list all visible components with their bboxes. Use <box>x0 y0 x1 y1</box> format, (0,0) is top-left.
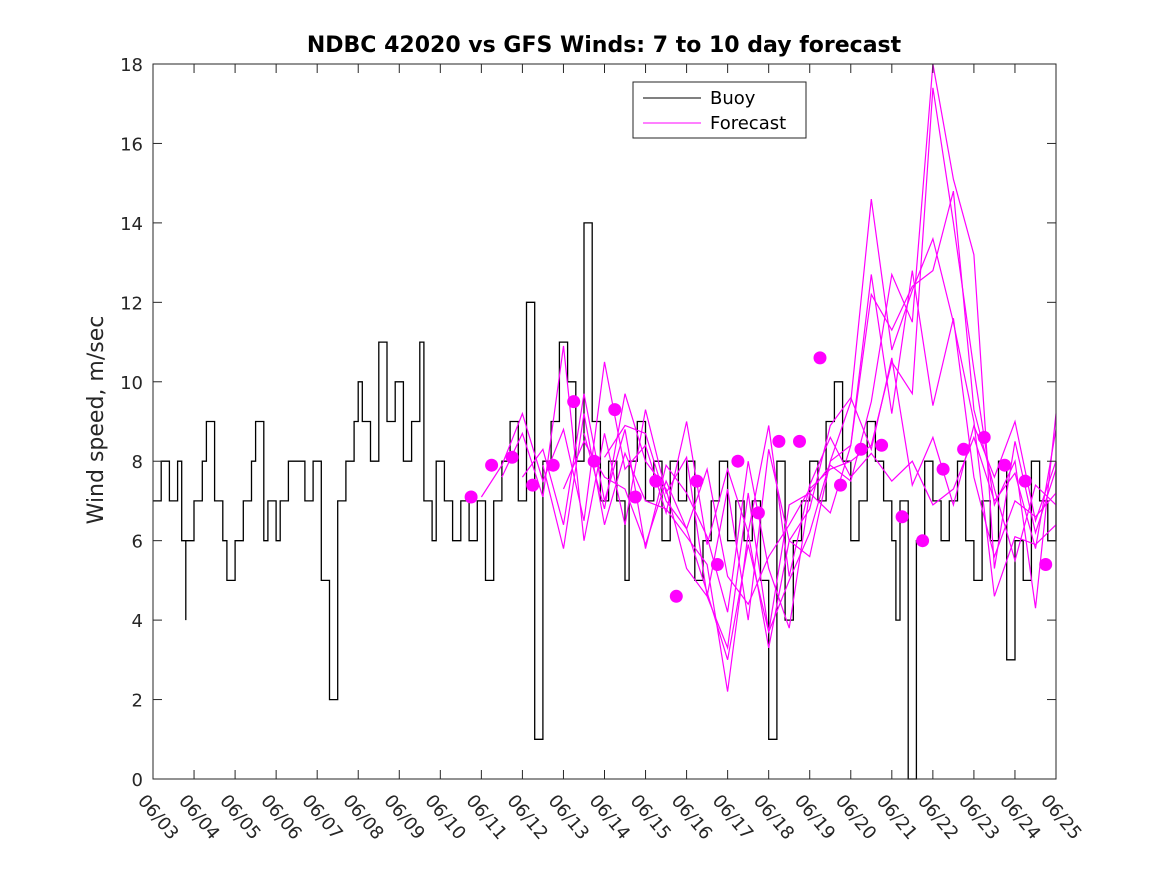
forecast-marker <box>628 490 642 504</box>
y-tick-label: 0 <box>132 770 143 791</box>
forecast-marker <box>977 430 991 444</box>
forecast-marker <box>464 490 478 504</box>
forecast-series-line-7 <box>603 87 1057 609</box>
forecast-marker <box>916 534 930 548</box>
forecast-marker <box>772 434 786 448</box>
forecast-series-line-1 <box>480 361 1057 577</box>
forecast-marker <box>505 450 519 464</box>
forecast-marker <box>731 454 745 468</box>
forecast-marker <box>875 438 889 452</box>
legend-label-forecast: Forecast <box>710 113 786 134</box>
forecast-marker <box>526 478 540 492</box>
forecast-marker <box>895 510 909 524</box>
forecast-marker <box>485 458 499 472</box>
y-tick-label: 18 <box>120 55 143 76</box>
legend-box <box>632 81 807 139</box>
forecast-marker <box>1018 474 1032 488</box>
y-axis-label: Wind speed, m/sec <box>84 316 109 525</box>
forecast-marker <box>1039 558 1053 571</box>
forecast-marker <box>690 474 704 488</box>
y-tick-label: 6 <box>132 532 143 553</box>
forecast-marker <box>546 458 560 472</box>
forecast-marker <box>936 462 950 476</box>
forecast-series-line-4 <box>542 199 1057 692</box>
y-tick-label: 2 <box>132 691 143 712</box>
forecast-marker <box>710 558 724 571</box>
legend-label-buoy: Buoy <box>710 88 756 109</box>
buoy-series-line <box>153 222 1057 780</box>
forecast-marker <box>608 403 622 417</box>
forecast-marker <box>834 478 847 492</box>
forecast-marker <box>813 351 827 365</box>
forecast-marker <box>649 474 663 488</box>
y-tick-label: 14 <box>120 214 143 235</box>
forecast-marker <box>669 589 683 603</box>
y-tick-label: 4 <box>132 611 143 632</box>
y-tick-label: 8 <box>132 452 143 473</box>
forecast-series-line-2 <box>501 345 1057 621</box>
forecast-marker <box>751 506 765 520</box>
y-tick-label: 10 <box>120 373 143 394</box>
legend: Buoy Forecast <box>632 81 807 139</box>
forecast-series-line-5 <box>562 190 1057 660</box>
forecast-marker <box>998 458 1012 472</box>
forecast-marker <box>567 395 581 409</box>
y-tick-label: 16 <box>120 134 143 155</box>
forecast-marker <box>793 434 806 448</box>
chart-title: NDBC 42020 vs GFS Winds: 7 to 10 day for… <box>307 33 902 58</box>
forecast-marker <box>957 442 971 456</box>
forecast-marker <box>587 454 601 468</box>
y-tick-label: 12 <box>120 293 143 314</box>
forecast-marker <box>854 442 868 456</box>
plot-area <box>153 63 1057 780</box>
forecast-series-line-3 <box>521 270 1057 629</box>
